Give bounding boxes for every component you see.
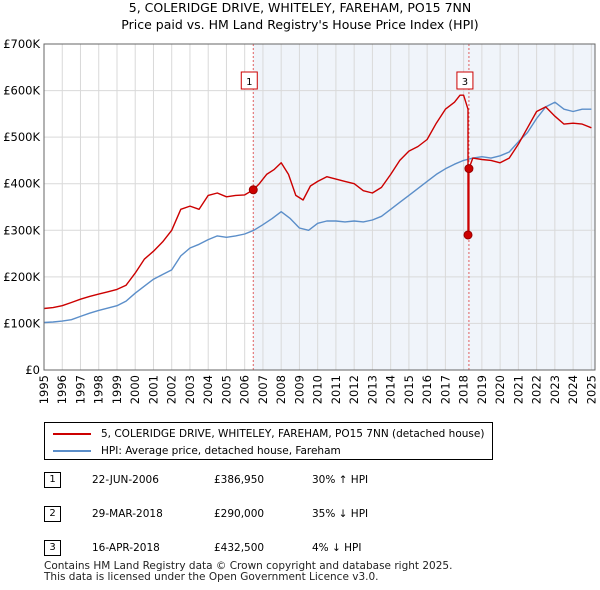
sale-date: 29-MAR-2018	[92, 508, 163, 520]
x-gridlines	[43, 44, 592, 370]
x-tick-label: 2003	[183, 375, 197, 404]
x-tick-label: 2007	[256, 375, 270, 404]
x-tick-label: 2014	[384, 375, 398, 404]
legend-swatch-hpi	[53, 450, 91, 452]
sale-number-badge: 3	[44, 540, 61, 556]
sale-date: 22-JUN-2006	[92, 474, 159, 486]
series-line-hpi	[43, 101, 592, 324]
x-tick-label: 2011	[329, 375, 343, 404]
x-tick-label: 2020	[493, 375, 507, 404]
sale-price: £290,000	[214, 508, 265, 520]
x-tick-label: 2000	[128, 375, 142, 404]
y-tick-label: £100K	[3, 316, 40, 330]
sale-price: £386,950	[214, 474, 265, 486]
chart-title-line1: 5, COLERIDGE DRIVE, WHITELEY, FAREHAM, P…	[128, 0, 472, 15]
plot-area	[44, 44, 595, 370]
x-tick-label: 2025	[584, 375, 598, 404]
x-tick-label: 1997	[73, 375, 87, 404]
shaded-region	[253, 44, 596, 370]
x-tick-label: 2013	[365, 375, 379, 404]
x-axis-labels: 1995 1996 1997 1998 1999 2000 2001 2002 2003 2004…	[37, 375, 598, 404]
x-tick-label: 2023	[548, 375, 562, 404]
x-tick-label: 2024	[566, 375, 580, 404]
sale-price: £432,500	[214, 542, 265, 554]
sale-point-1	[248, 185, 258, 195]
sale-annotation-3: 3	[456, 71, 474, 90]
annotation-label: 3	[462, 77, 468, 88]
legend-swatch-property	[53, 433, 91, 435]
y-tick-label: £300K	[3, 223, 40, 237]
series-line-property	[43, 94, 592, 310]
plot-border	[43, 43, 596, 371]
sale-annotation-1: 1	[240, 71, 258, 90]
x-tick-label: 1998	[92, 375, 106, 404]
footer-attribution: Contains HM Land Registry data © Crown c…	[44, 561, 452, 583]
legend-label-property: 5, COLERIDGE DRIVE, WHITELEY, FAREHAM, P…	[101, 428, 485, 440]
legend-label-hpi: HPI: Average price, detached house, Fare…	[101, 445, 341, 457]
sale-hpi-diff: 4% ↓ HPI	[312, 542, 362, 554]
x-tick-label: 2019	[475, 375, 489, 404]
footer-line2: This data is licensed under the Open Gov…	[44, 571, 379, 583]
y-tick-label: £500K	[3, 130, 40, 144]
price-chart: £0 £100K £200K £300K £400K £500K £600K £700K 19…	[3, 37, 598, 404]
x-tick-label: 2017	[438, 375, 452, 404]
legend: 5, COLERIDGE DRIVE, WHITELEY, FAREHAM, P…	[44, 422, 493, 460]
sale-row: 1 22-JUN-2006 £386,950 30% ↑ HPI	[44, 472, 464, 488]
x-tick-label: 2016	[420, 375, 434, 404]
legend-item-property: 5, COLERIDGE DRIVE, WHITELEY, FAREHAM, P…	[53, 426, 484, 442]
x-tick-label: 2012	[347, 375, 361, 404]
x-tick-label: 2001	[146, 375, 160, 404]
x-tick-label: 2015	[402, 375, 416, 404]
y-tick-label: £700K	[3, 37, 40, 51]
sale-points	[248, 164, 474, 240]
x-tick-label: 2008	[274, 375, 288, 404]
x-tick-label: 2004	[201, 375, 215, 404]
y-axis-labels: £0 £100K £200K £300K £400K £500K £600K £700K	[3, 37, 40, 377]
annotation-label: 1	[246, 77, 252, 88]
sale-number-badge: 1	[44, 472, 61, 488]
sale-point-3	[464, 164, 474, 174]
sale-number-badge: 2	[44, 506, 61, 522]
annotation-box	[240, 71, 258, 90]
chart-title-line2: Price paid vs. HM Land Registry's House …	[121, 17, 479, 32]
sale-hpi-diff: 30% ↑ HPI	[312, 474, 369, 486]
sale-row: 3 16-APR-2018 £432,500 4% ↓ HPI	[44, 540, 464, 556]
sale-hpi-diff: 35% ↓ HPI	[312, 508, 369, 520]
annotation-box	[456, 71, 474, 90]
footer-line1: Contains HM Land Registry data © Crown c…	[44, 560, 453, 572]
x-tick-label: 2010	[311, 375, 325, 404]
x-tick-label: 1996	[55, 375, 69, 404]
x-tick-label: 2022	[530, 375, 544, 404]
y-tick-label: £0	[25, 363, 40, 377]
x-tick-label: 2021	[511, 375, 525, 404]
sale-date: 16-APR-2018	[92, 542, 160, 554]
y-tick-label: £200K	[3, 270, 40, 284]
y-tick-label: £400K	[3, 177, 40, 191]
sale-row: 2 29-MAR-2018 £290,000 35% ↓ HPI	[44, 506, 464, 522]
y-tick-label: £600K	[3, 84, 40, 98]
series-lines	[43, 94, 592, 324]
x-tick-label: 2005	[219, 375, 233, 404]
x-tick-label: 1995	[37, 375, 51, 404]
legend-item-hpi: HPI: Average price, detached house, Fare…	[53, 443, 341, 459]
x-tick-label: 1999	[110, 375, 124, 404]
x-tick-label: 2002	[165, 375, 179, 404]
sale-point-2	[463, 230, 473, 240]
x-tick-label: 2006	[238, 375, 252, 404]
x-tick-label: 2018	[457, 375, 471, 404]
x-tick-label: 2009	[292, 375, 306, 404]
